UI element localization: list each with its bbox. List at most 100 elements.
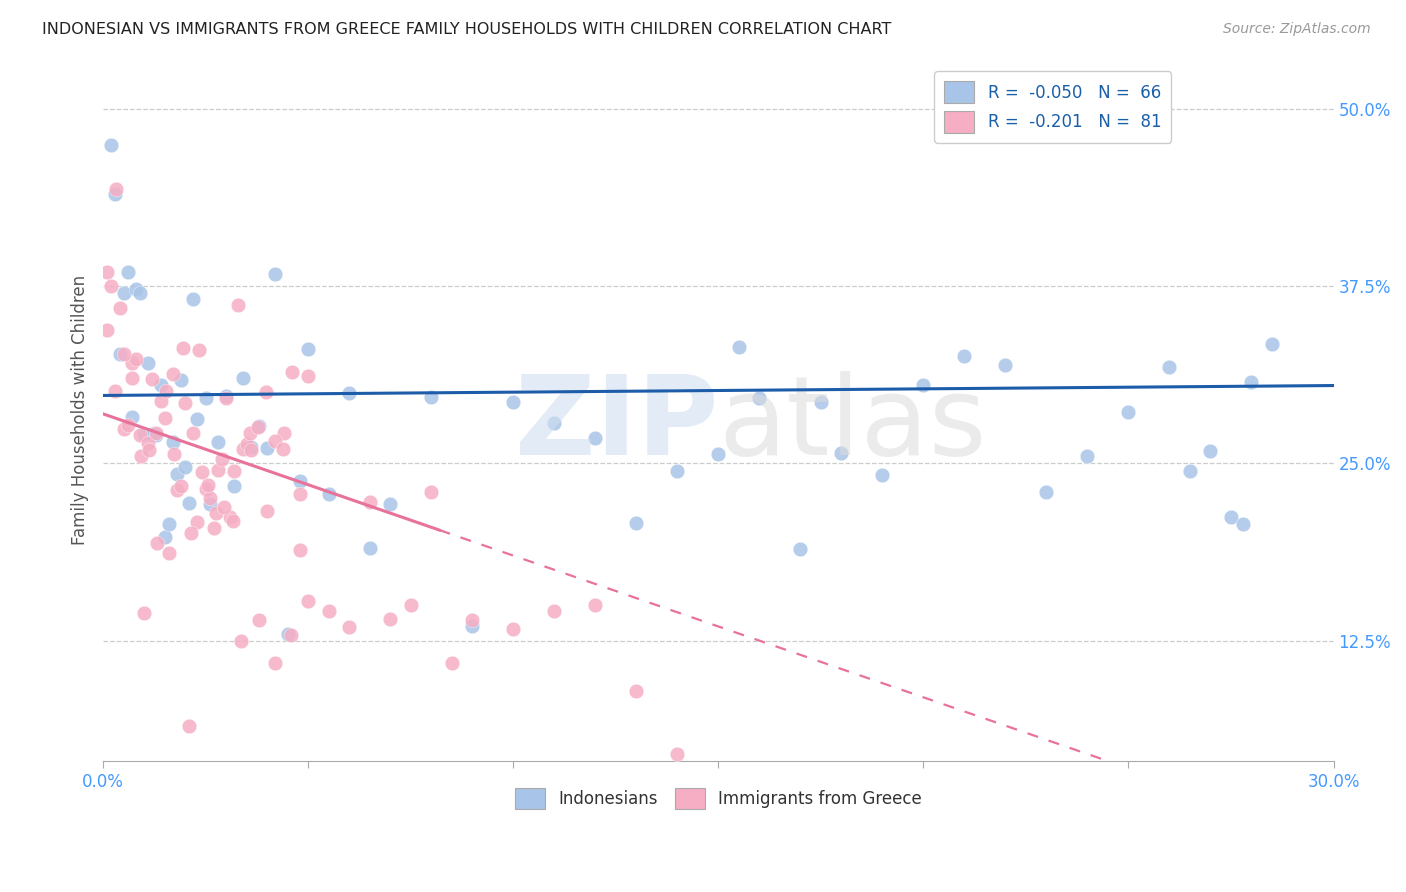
Point [145,425,167,440]
Point [264,268,287,282]
Point [232,442,254,456]
Point [121,410,143,425]
Point [197,478,219,492]
Point [247,614,270,628]
Point [121,356,143,370]
Point [461,619,484,633]
Point [246,419,269,434]
Point [166,483,188,498]
Point [219,510,242,524]
Text: Source: ZipAtlas.com: Source: ZipAtlas.com [1223,22,1371,37]
Point [179,719,201,733]
Point [359,495,381,509]
Point [104,187,127,202]
Point [180,526,202,541]
Point [288,475,311,489]
Point [149,377,172,392]
Point [207,463,229,477]
Point [583,598,606,612]
Point [153,410,176,425]
Point [810,394,832,409]
Point [235,436,257,450]
Point [288,543,311,558]
Point [100,137,122,152]
Point [222,515,245,529]
Point [239,442,262,457]
Point [543,417,565,431]
Point [280,628,302,642]
Point [125,352,148,367]
Point [297,342,319,356]
Point [129,427,152,442]
Point [380,497,402,511]
Point [271,442,294,456]
Point [239,441,262,455]
Point [104,182,127,196]
Point [162,434,184,449]
Point [748,391,770,405]
Point [136,356,159,370]
Point [157,517,180,532]
Point [380,612,402,626]
Point [1035,484,1057,499]
Point [502,394,524,409]
Point [146,536,169,550]
Point [666,464,689,478]
Point [108,347,131,361]
Point [297,594,319,608]
Point [399,598,422,612]
Point [1261,337,1284,351]
Point [994,358,1017,372]
Point [297,368,319,383]
Point [1240,375,1263,389]
Point [318,487,340,501]
Point [420,485,443,500]
Point [1232,516,1254,531]
Point [149,394,172,409]
Point [104,384,127,398]
Point [264,656,287,670]
Point [953,350,976,364]
Y-axis label: Family Households with Children: Family Households with Children [72,276,89,545]
Point [129,286,152,301]
Point [186,516,208,530]
Point [172,341,194,355]
Point [318,604,340,618]
Point [789,541,811,556]
Point [188,343,211,358]
Point [224,479,246,493]
Point [231,634,253,648]
Point [112,285,135,300]
Point [174,396,197,410]
Point [288,487,311,501]
Point [112,346,135,360]
Point [183,292,205,306]
Point [461,613,484,627]
Point [207,435,229,450]
Point [100,279,122,293]
Text: INDONESIAN VS IMMIGRANTS FROM GREECE FAMILY HOUSEHOLDS WITH CHILDREN CORRELATION: INDONESIAN VS IMMIGRANTS FROM GREECE FAM… [42,22,891,37]
Point [420,390,443,404]
Point [707,447,730,461]
Point [830,445,852,459]
Point [256,504,278,518]
Point [145,427,167,442]
Point [179,496,201,510]
Point [1159,360,1181,375]
Point [141,427,163,442]
Point [440,657,463,671]
Point [215,389,238,403]
Point [1178,464,1201,478]
Legend: Indonesians, Immigrants from Greece: Indonesians, Immigrants from Greece [509,781,928,816]
Point [211,452,233,467]
Point [194,482,217,496]
Point [202,521,225,535]
Point [239,425,262,440]
Point [96,323,118,337]
Point [153,530,176,544]
Point [337,620,360,634]
Point [194,392,217,406]
Point [1076,449,1098,463]
Point [121,371,143,385]
Text: atlas: atlas [718,371,987,478]
